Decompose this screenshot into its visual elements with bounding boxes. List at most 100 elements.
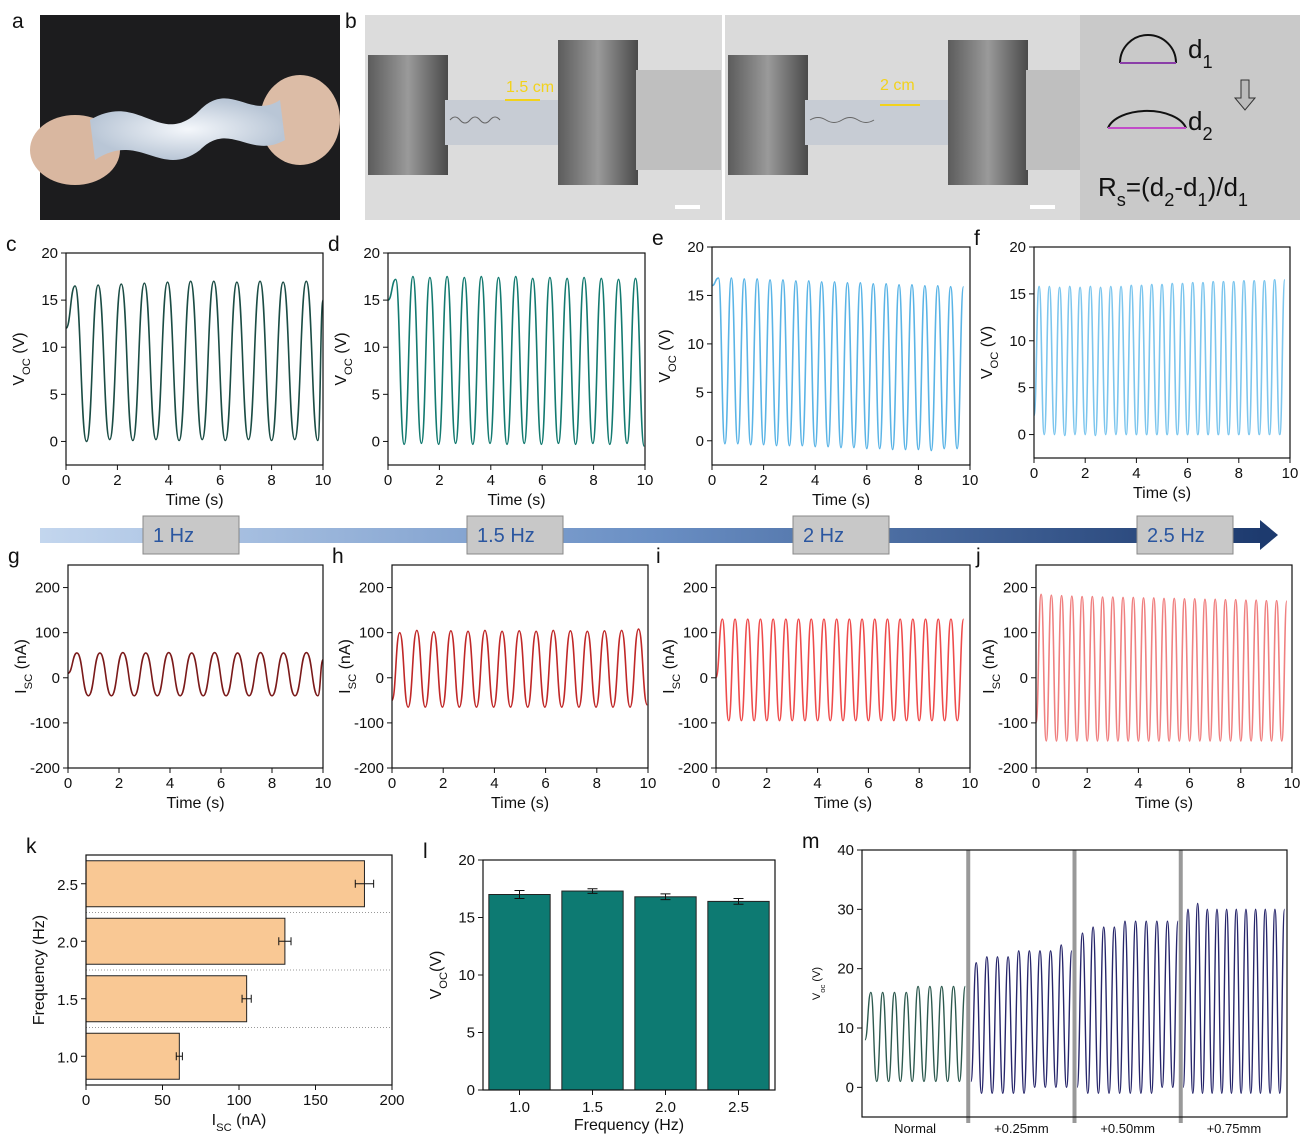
x-tick-label: 2 bbox=[1081, 465, 1089, 482]
y-tick-label: 200 bbox=[359, 580, 384, 597]
x-tick-label: 8 bbox=[1235, 465, 1243, 482]
x-tick-label: 0 bbox=[712, 775, 720, 792]
x-tick-label: 8 bbox=[267, 472, 275, 489]
y-axis-label: ISC (nA) bbox=[337, 639, 359, 694]
y-tick-label: 10 bbox=[837, 1020, 854, 1037]
y-axis-label: ISC (nA) bbox=[13, 639, 35, 694]
x-axis-label-part: Time (s) bbox=[487, 492, 545, 509]
y-axis-label-part: oc bbox=[818, 984, 827, 992]
x-tick-label: 10 bbox=[640, 775, 657, 792]
x-axis-label-part: Time (s) bbox=[166, 795, 224, 812]
x-tick-label: 4 bbox=[166, 775, 174, 792]
formula-part: s bbox=[1117, 190, 1126, 210]
y-axis-label-part: OC bbox=[21, 358, 33, 375]
y-tick-label: 0 bbox=[376, 670, 384, 687]
formula-part: -d bbox=[1174, 172, 1197, 202]
y-axis-label-part: (nA) bbox=[13, 639, 30, 674]
y-tick-label: 0 bbox=[1018, 427, 1026, 444]
y-tick-label: 100 bbox=[35, 625, 60, 642]
x-axis-label-part: Frequency (Hz) bbox=[574, 1117, 684, 1134]
y-tick-label: 10 bbox=[41, 339, 58, 356]
x-tick-label: 10 bbox=[637, 472, 654, 489]
y-axis-label: VOC (V) bbox=[657, 329, 679, 382]
y-tick-label: -200 bbox=[30, 760, 60, 777]
x-tick-label: 0 bbox=[1032, 775, 1040, 792]
x-axis-label-part: Time (s) bbox=[165, 492, 223, 509]
x-tick-label: 10 bbox=[315, 472, 332, 489]
y-axis-label: ISC (nA) bbox=[981, 639, 1003, 694]
x-tick-label: 8 bbox=[268, 775, 276, 792]
panel-label: d bbox=[328, 233, 340, 256]
d1-label-part: 1 bbox=[1202, 52, 1212, 72]
frequency-label: 1.5 Hz bbox=[477, 525, 535, 547]
y-axis-label: ISC (nA) bbox=[661, 639, 683, 694]
y-tick-label: 20 bbox=[687, 239, 704, 256]
y-axis-label-part: V bbox=[979, 368, 996, 379]
x-tick-label: 4 bbox=[813, 775, 821, 792]
y-axis-label-part: OC bbox=[667, 355, 679, 372]
x-tick-label: 1.0 bbox=[509, 1099, 530, 1116]
x-tick-label: 0 bbox=[82, 1092, 90, 1109]
x-tick-label: 2.5 bbox=[728, 1099, 749, 1116]
y-tick-label: -100 bbox=[354, 715, 384, 732]
x-tick-label: 1.5 bbox=[582, 1099, 603, 1116]
x-tick-label: 2 bbox=[763, 775, 771, 792]
y-axis-label-part: SC bbox=[671, 674, 683, 690]
segment-label: Normal bbox=[894, 1121, 936, 1136]
y-tick-label: 200 bbox=[683, 580, 708, 597]
x-tick-label: 2 bbox=[759, 472, 767, 489]
panel-label: a bbox=[12, 10, 24, 33]
x-tick-label: 10 bbox=[1282, 465, 1299, 482]
y-tick-label: 30 bbox=[837, 901, 854, 918]
x-tick-label: 6 bbox=[864, 775, 872, 792]
formula-part: =(d bbox=[1126, 172, 1164, 202]
clamp bbox=[728, 55, 808, 175]
x-tick-label: 6 bbox=[216, 472, 224, 489]
y-tick-label: 2.0 bbox=[57, 934, 78, 951]
y-tick-label: 0 bbox=[700, 670, 708, 687]
figure: a b 1.5 cm 2 cm d1d2Rs=(d2-d1)/d11 Hz1.5… bbox=[0, 0, 1303, 1138]
bar bbox=[86, 1033, 179, 1079]
y-tick-label: 0 bbox=[372, 433, 380, 450]
y-axis-label-part: (V) bbox=[428, 951, 445, 972]
x-axis-label: Frequency (Hz) bbox=[574, 1117, 684, 1134]
x-tick-label: 6 bbox=[1183, 465, 1191, 482]
line bbox=[712, 278, 964, 450]
y-tick-label: 100 bbox=[359, 625, 384, 642]
x-tick-label: 50 bbox=[154, 1092, 171, 1109]
x-tick-label: 0 bbox=[62, 472, 70, 489]
x-tick-label: 200 bbox=[379, 1092, 404, 1109]
x-tick-label: 4 bbox=[1134, 775, 1142, 792]
x-tick-label: 8 bbox=[914, 472, 922, 489]
y-tick-label: 5 bbox=[372, 386, 380, 403]
frequency-label: 2.5 Hz bbox=[1147, 525, 1205, 547]
line bbox=[1077, 921, 1178, 1093]
line bbox=[66, 281, 323, 441]
y-axis-label-part: (nA) bbox=[661, 639, 678, 674]
formula-part: 1 bbox=[1197, 190, 1207, 210]
frequency-label: 1 Hz bbox=[153, 525, 194, 547]
x-tick-label: 2 bbox=[1083, 775, 1091, 792]
x-tick-label: 100 bbox=[226, 1092, 251, 1109]
y-axis-label-part: SC bbox=[23, 674, 35, 690]
d2-label-part: 2 bbox=[1202, 124, 1212, 144]
scale-bar bbox=[1030, 205, 1055, 209]
y-tick-label: 1.5 bbox=[57, 992, 78, 1009]
y-tick-label: 100 bbox=[683, 625, 708, 642]
x-tick-label: 2 bbox=[435, 472, 443, 489]
y-tick-label: 0 bbox=[846, 1079, 854, 1096]
x-tick-label: 10 bbox=[315, 775, 332, 792]
y-axis-label: Voc (V) bbox=[811, 967, 827, 1000]
x-axis-label: Time (s) bbox=[814, 795, 872, 812]
clamp bbox=[1026, 70, 1080, 170]
line bbox=[68, 653, 323, 696]
x-axis-label: Time (s) bbox=[1133, 485, 1191, 502]
y-tick-label: 1.0 bbox=[57, 1049, 78, 1066]
x-tick-label: 6 bbox=[217, 775, 225, 792]
y-tick-label: 5 bbox=[696, 384, 704, 401]
x-tick-label: 4 bbox=[811, 472, 819, 489]
y-axis-label: VOC (V) bbox=[11, 332, 33, 385]
clamp bbox=[636, 70, 721, 170]
y-tick-label: 5 bbox=[50, 386, 58, 403]
y-axis-label-part: (V) bbox=[11, 332, 28, 358]
